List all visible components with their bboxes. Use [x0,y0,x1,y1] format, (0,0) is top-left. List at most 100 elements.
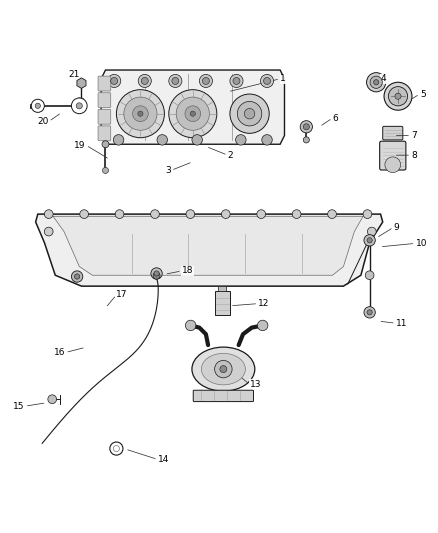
FancyBboxPatch shape [193,390,254,401]
Text: 17: 17 [117,290,128,300]
Text: 14: 14 [158,455,169,464]
Text: 2: 2 [228,151,233,160]
Circle shape [80,210,88,219]
FancyBboxPatch shape [383,126,403,140]
Circle shape [303,137,309,143]
Circle shape [186,210,195,219]
Circle shape [110,442,123,455]
Text: 5: 5 [420,90,426,99]
Circle shape [138,111,143,116]
Text: 7: 7 [411,131,417,140]
Circle shape [192,135,202,145]
Circle shape [117,90,164,138]
Circle shape [113,135,124,145]
Circle shape [199,75,212,87]
Circle shape [133,106,148,122]
Circle shape [230,94,269,133]
Circle shape [169,75,182,87]
Circle shape [374,79,379,85]
Text: 10: 10 [416,239,427,248]
Circle shape [220,366,227,373]
Circle shape [303,124,309,130]
Text: 8: 8 [411,151,417,160]
Text: 15: 15 [13,402,25,411]
Circle shape [202,77,209,84]
Circle shape [389,87,408,106]
Circle shape [185,106,201,122]
Text: 18: 18 [182,266,194,276]
Circle shape [113,446,120,451]
Circle shape [367,227,376,236]
Polygon shape [53,216,363,275]
FancyBboxPatch shape [98,126,111,141]
Circle shape [138,75,151,87]
Circle shape [237,101,262,126]
Polygon shape [77,78,86,88]
Circle shape [154,271,159,276]
Circle shape [190,111,195,116]
Circle shape [108,75,121,87]
Circle shape [244,108,255,119]
Polygon shape [101,70,285,144]
Circle shape [151,268,162,279]
Circle shape [169,90,217,138]
Circle shape [74,274,80,279]
Polygon shape [35,214,383,286]
Text: 21: 21 [69,70,80,79]
Circle shape [124,97,157,130]
Circle shape [233,77,240,84]
Text: 13: 13 [250,380,261,389]
Text: 20: 20 [37,117,49,126]
Circle shape [111,77,118,84]
Circle shape [264,77,271,84]
Bar [215,292,230,316]
Text: 9: 9 [394,223,399,232]
Circle shape [71,98,87,114]
Circle shape [31,99,44,112]
Circle shape [222,210,230,219]
Circle shape [328,210,336,219]
Circle shape [236,135,246,145]
Circle shape [370,76,382,88]
Text: 12: 12 [258,299,270,308]
Circle shape [185,320,196,330]
Circle shape [157,135,167,145]
Ellipse shape [192,347,255,391]
Circle shape [300,120,312,133]
Circle shape [76,103,82,109]
Text: 19: 19 [74,141,86,150]
Circle shape [215,360,232,378]
Circle shape [258,320,268,330]
Text: 16: 16 [54,348,65,357]
Bar [218,286,226,292]
Circle shape [262,135,272,145]
Circle shape [385,157,401,173]
Circle shape [44,227,53,236]
Text: 3: 3 [165,166,171,175]
Circle shape [115,210,124,219]
Circle shape [363,210,372,219]
Circle shape [102,167,109,174]
Circle shape [35,103,40,108]
Circle shape [141,77,148,84]
Text: 4: 4 [381,74,386,83]
Circle shape [79,98,84,103]
Circle shape [365,271,374,280]
Circle shape [367,310,372,315]
Circle shape [364,306,375,318]
Text: 6: 6 [332,114,338,123]
Circle shape [257,210,265,219]
Circle shape [230,75,243,87]
Circle shape [44,210,53,219]
Circle shape [367,72,386,92]
Circle shape [176,97,209,130]
Circle shape [151,210,159,219]
Circle shape [261,75,274,87]
Circle shape [292,210,301,219]
Ellipse shape [201,353,245,385]
FancyBboxPatch shape [98,76,111,91]
Circle shape [384,82,412,110]
Circle shape [48,395,57,403]
Text: 11: 11 [396,319,407,328]
Circle shape [367,238,372,243]
